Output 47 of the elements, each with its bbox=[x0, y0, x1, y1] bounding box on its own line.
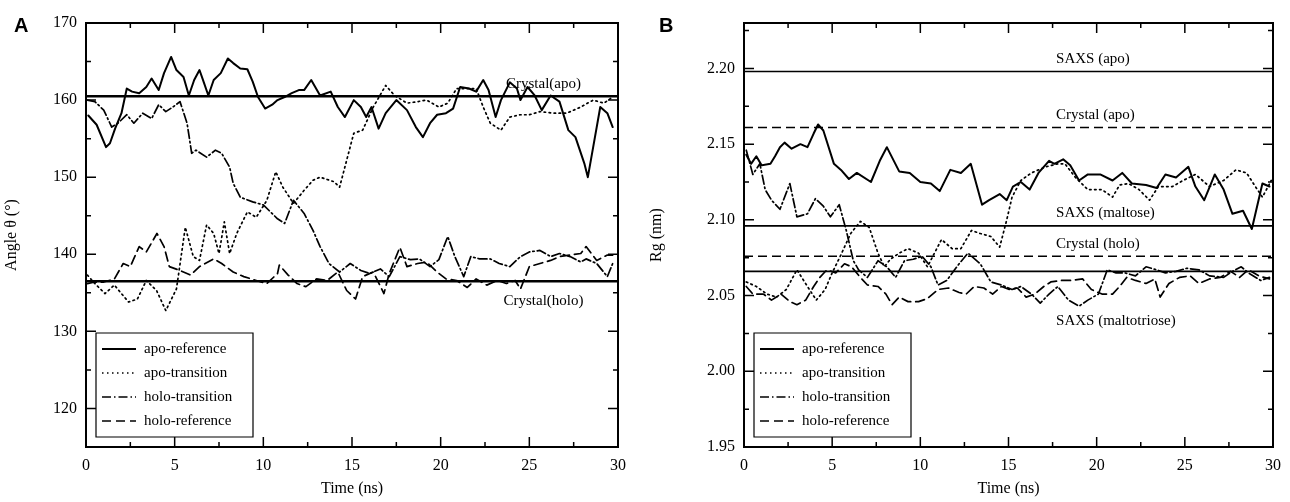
ref-line-label: Crystal(holo) bbox=[503, 291, 584, 309]
ref-line-label: Crystal(apo) bbox=[506, 74, 582, 92]
x-tick-label: 10 bbox=[255, 455, 272, 473]
legend-label: apo-transition bbox=[144, 363, 228, 380]
ref-line-label: SAXS (maltose) bbox=[1056, 204, 1155, 222]
legend-label: apo-reference bbox=[802, 339, 885, 356]
x-tick-label: 0 bbox=[82, 455, 90, 473]
y-tick-label: 120 bbox=[53, 398, 77, 416]
y-tick-label: 1.95 bbox=[707, 437, 735, 455]
x-tick-label: 30 bbox=[610, 455, 626, 473]
y-axis-title: Angle θ (°) bbox=[1, 199, 20, 271]
legend-label: holo-reference bbox=[802, 411, 890, 428]
x-tick-label: 25 bbox=[521, 455, 538, 473]
y-tick-label: 130 bbox=[53, 321, 77, 339]
y-tick-label: 170 bbox=[53, 13, 77, 31]
y-tick-label: 2.20 bbox=[707, 58, 735, 76]
x-axis-title: Time (ns) bbox=[977, 478, 1040, 497]
legend-label: holo-reference bbox=[144, 411, 232, 428]
y-tick-label: 2.15 bbox=[707, 134, 735, 152]
legend-label: apo-transition bbox=[802, 363, 886, 380]
x-axis-title: Time (ns) bbox=[320, 478, 384, 497]
y-tick-label: 160 bbox=[53, 90, 77, 108]
y-tick-label: 2.00 bbox=[707, 361, 735, 379]
x-tick-label: 10 bbox=[912, 455, 929, 473]
x-tick-label: 5 bbox=[170, 455, 179, 473]
y-tick-label: 2.10 bbox=[707, 210, 735, 228]
legend-label: holo-transition bbox=[802, 387, 891, 404]
x-tick-label: 30 bbox=[1265, 455, 1281, 473]
y-tick-label: 2.05 bbox=[707, 285, 735, 303]
ref-line-label: SAXS (maltotriose) bbox=[1056, 311, 1176, 329]
chart-title: B bbox=[659, 13, 674, 36]
x-tick-label: 15 bbox=[1000, 455, 1017, 473]
ref-line-label: Crystal (apo) bbox=[1056, 105, 1135, 123]
ref-line-label: Crystal (holo) bbox=[1056, 234, 1140, 252]
legend-label: apo-reference bbox=[144, 339, 227, 356]
x-tick-label: 15 bbox=[344, 455, 360, 473]
chart-title: A bbox=[14, 13, 29, 36]
x-tick-label: 0 bbox=[740, 455, 748, 473]
legend-label: holo-transition bbox=[144, 387, 233, 404]
y-tick-label: 150 bbox=[53, 167, 77, 185]
ref-line-label: SAXS (apo) bbox=[1056, 49, 1130, 67]
x-tick-label: 20 bbox=[1088, 455, 1105, 473]
y-tick-label: 140 bbox=[53, 244, 77, 262]
x-tick-label: 5 bbox=[828, 455, 837, 473]
x-tick-label: 20 bbox=[432, 455, 449, 473]
y-axis-title: Rg (nm) bbox=[646, 208, 665, 262]
x-tick-label: 25 bbox=[1176, 455, 1193, 473]
